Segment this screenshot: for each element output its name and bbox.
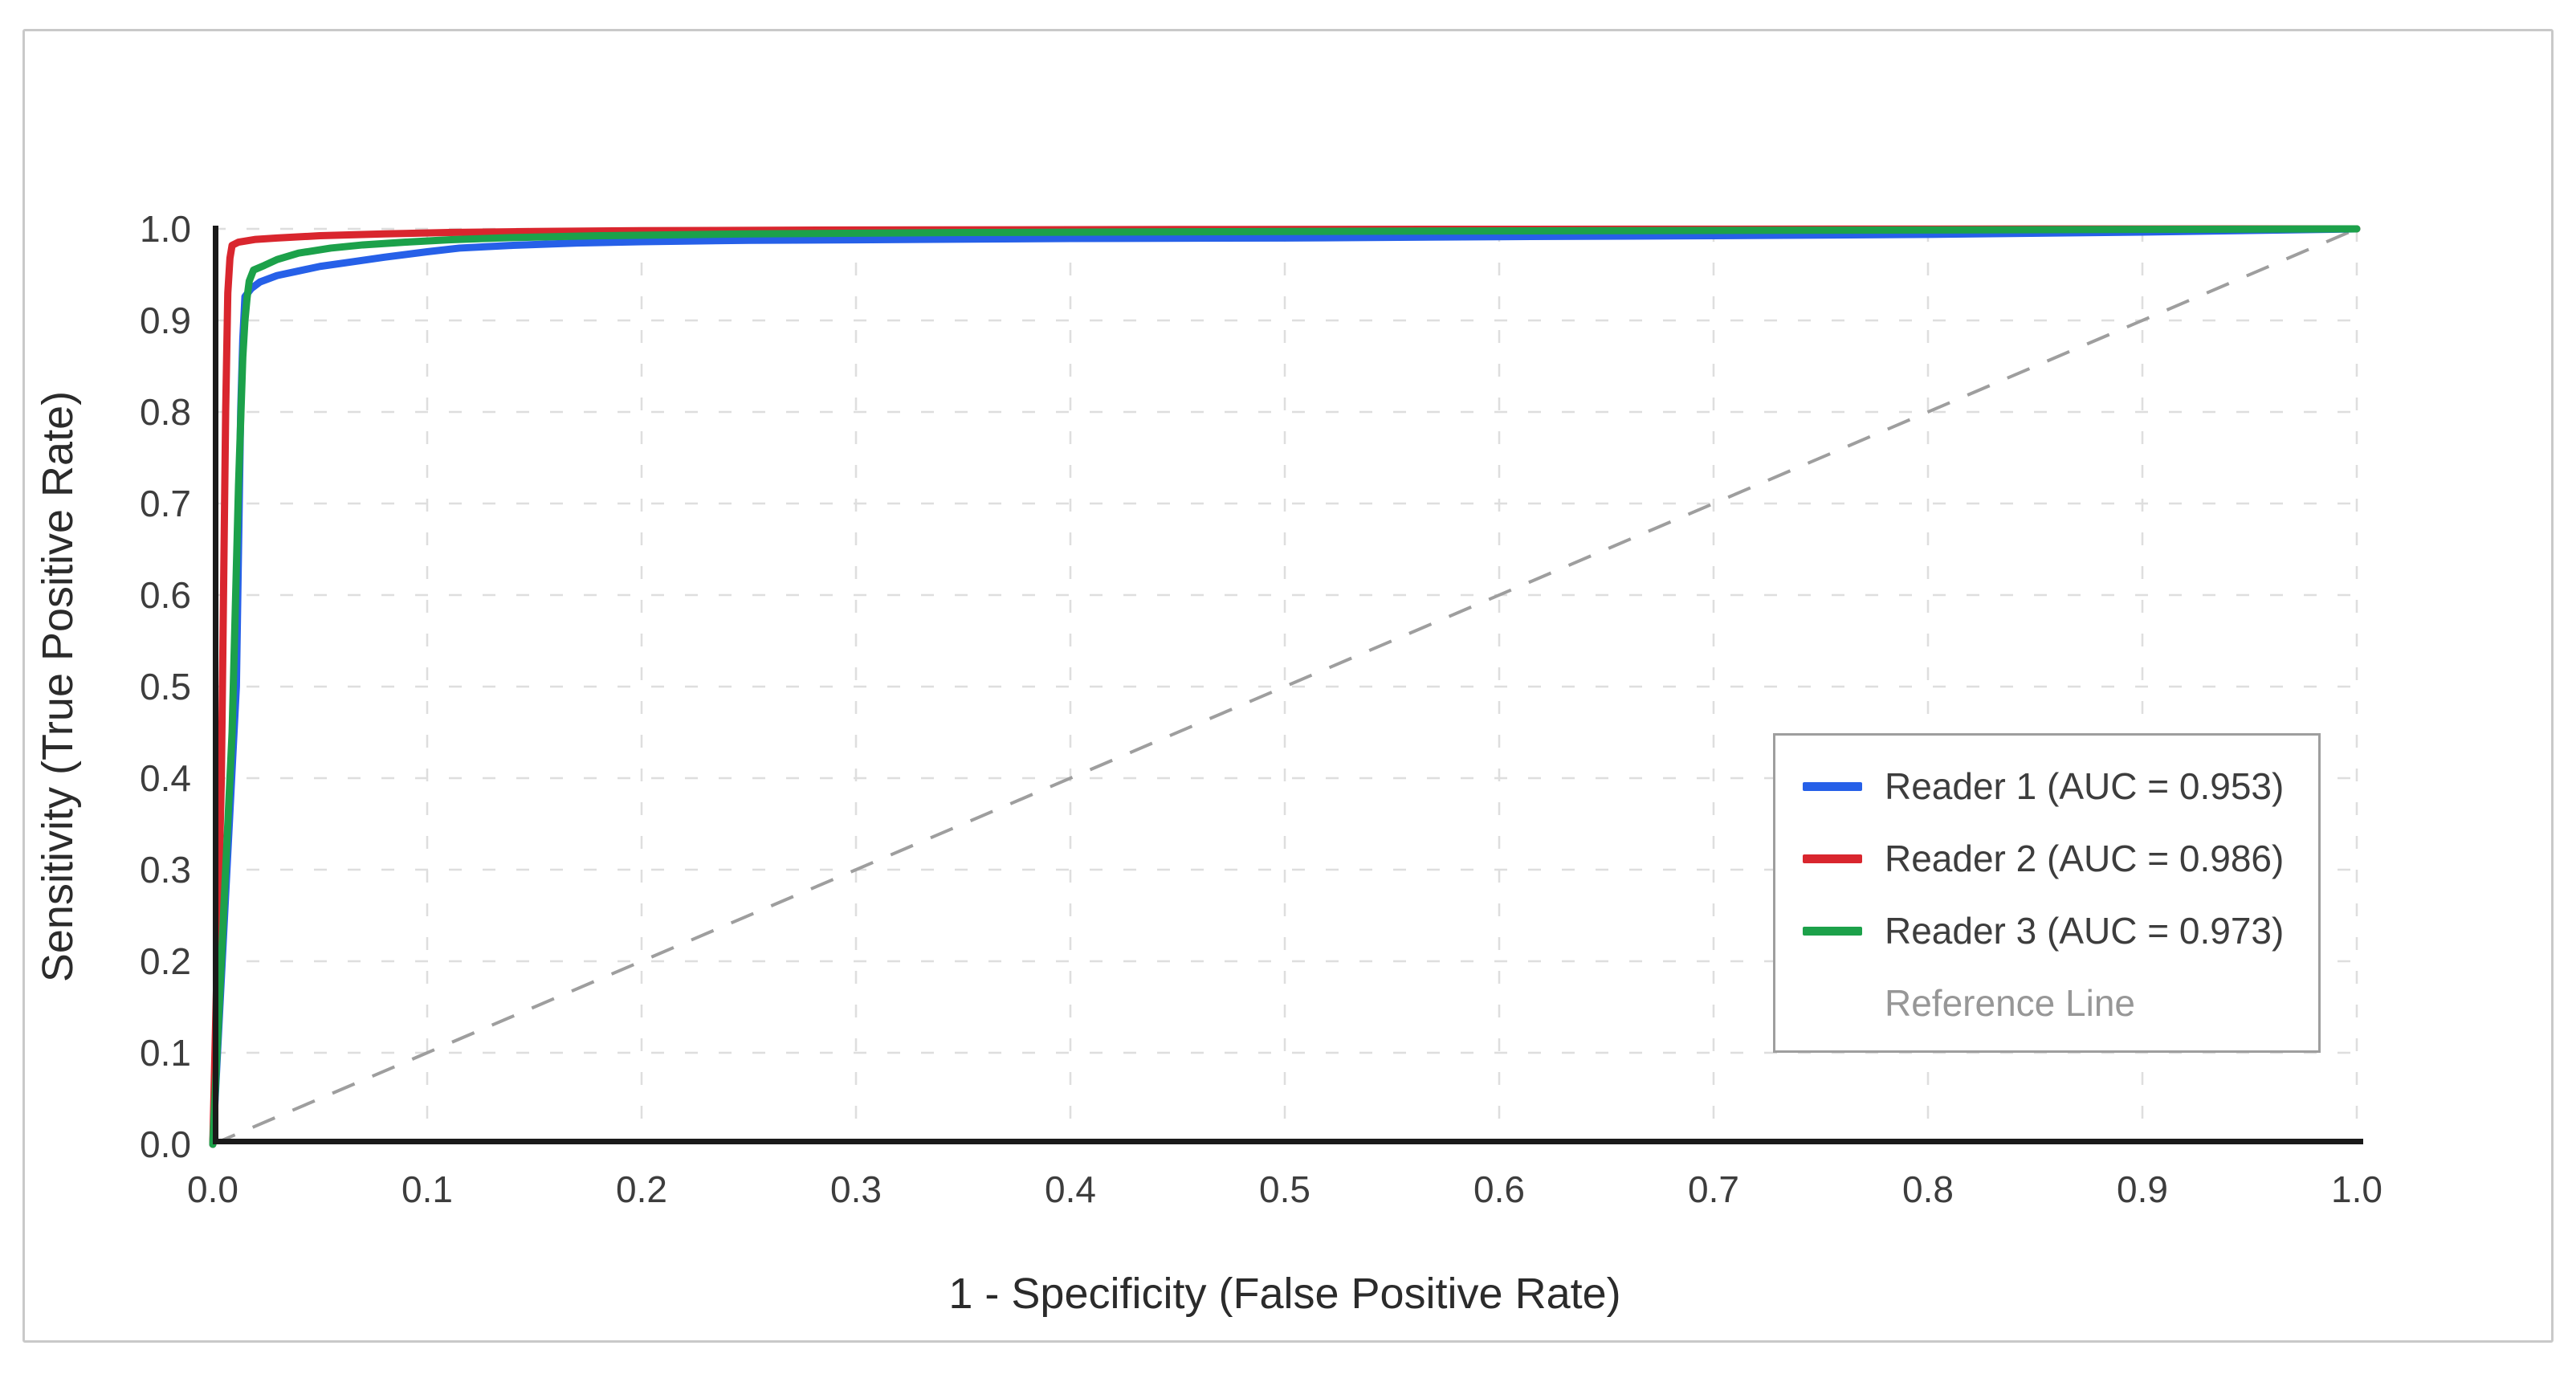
legend-item-reference-line: Reference Line bbox=[1803, 974, 2318, 1032]
y-tick-label: 0.7 bbox=[140, 483, 191, 524]
reader-3-line-sample bbox=[1803, 926, 1862, 936]
x-tick-label: 0.8 bbox=[1902, 1168, 1954, 1210]
y-tick-label: 0.5 bbox=[140, 666, 191, 707]
y-tick-label: 0.4 bbox=[140, 757, 191, 799]
reader-1-line-sample bbox=[1803, 781, 1862, 791]
y-tick-label: 0.2 bbox=[140, 940, 191, 982]
y-tick-label: 0.9 bbox=[140, 300, 191, 341]
reference-line-sample-spacer bbox=[1803, 999, 1862, 1008]
x-tick-label: 0.2 bbox=[616, 1168, 667, 1210]
reader-2-line-sample bbox=[1803, 854, 1862, 863]
x-tick-label: 0.9 bbox=[2117, 1168, 2168, 1210]
y-axis-title: Sensitivity (True Positive Rate) bbox=[34, 390, 82, 983]
legend-label-reader-2: Reader 2 (AUC = 0.986) bbox=[1885, 838, 2285, 879]
y-tick-label: 0.8 bbox=[140, 391, 191, 433]
x-tick-label: 0.5 bbox=[1259, 1168, 1310, 1210]
plot-area bbox=[209, 225, 2363, 1148]
x-axis-title: 1 - Specificity (False Positive Rate) bbox=[948, 1270, 1621, 1318]
x-tick-label: 0.1 bbox=[401, 1168, 453, 1210]
legend-label-reader-3: Reader 3 (AUC = 0.973) bbox=[1885, 910, 2285, 952]
x-tick-label: 0.4 bbox=[1045, 1168, 1096, 1210]
y-tick-label: 0.0 bbox=[140, 1123, 191, 1165]
x-tick-label: 0.0 bbox=[187, 1168, 238, 1210]
roc-curve-reader-3 bbox=[209, 225, 2361, 1148]
y-tick-label: 1.0 bbox=[140, 208, 191, 250]
y-tick-label: 0.1 bbox=[140, 1032, 191, 1074]
legend-label-reference-line: Reference Line bbox=[1885, 982, 2135, 1024]
y-tick-label: 0.6 bbox=[140, 574, 191, 616]
y-tick-label: 0.3 bbox=[140, 849, 191, 891]
x-tick-label: 0.7 bbox=[1688, 1168, 1739, 1210]
legend-item-reader-1: Reader 1 (AUC = 0.953) bbox=[1803, 757, 2318, 815]
legend-box: Reader 1 (AUC = 0.953) Reader 2 (AUC = 0… bbox=[1773, 733, 2321, 1053]
x-tick-label: 1.0 bbox=[2331, 1168, 2382, 1210]
x-tick-label: 0.3 bbox=[830, 1168, 882, 1210]
legend-label-reader-1: Reader 1 (AUC = 0.953) bbox=[1885, 765, 2285, 807]
legend-item-reader-3: Reader 3 (AUC = 0.973) bbox=[1803, 902, 2318, 960]
roc-chart-canvas bbox=[209, 225, 2363, 1148]
legend-item-reader-2: Reader 2 (AUC = 0.986) bbox=[1803, 830, 2318, 887]
x-tick-label: 0.6 bbox=[1473, 1168, 1525, 1210]
